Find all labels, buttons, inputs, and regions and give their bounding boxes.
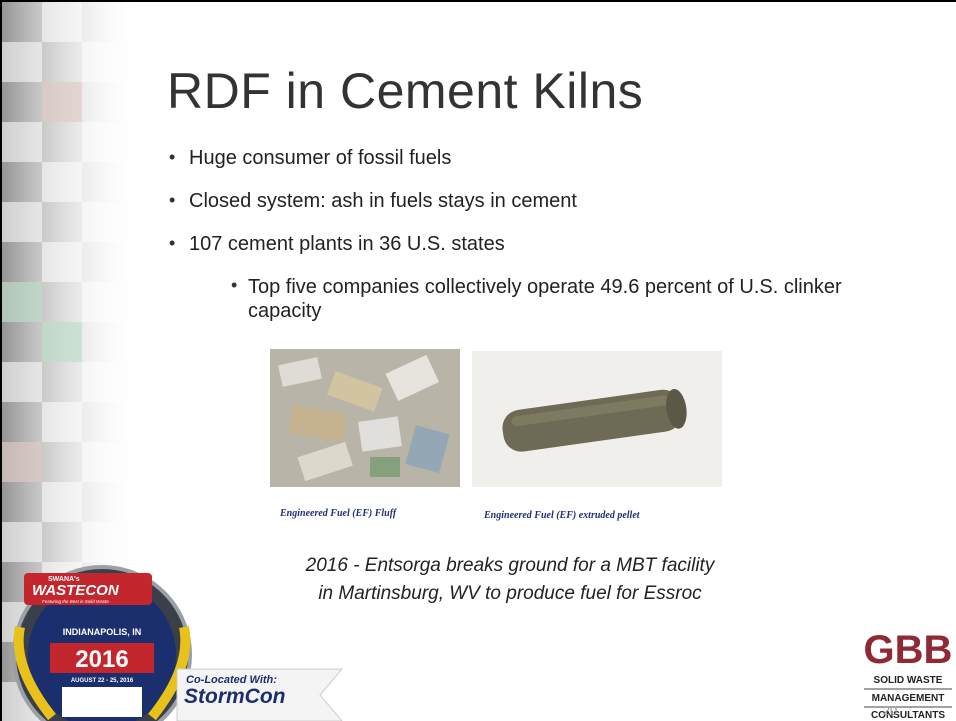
bullet-dot: • xyxy=(169,233,176,253)
wastecon-tagline: Featuring the Best in Solid Waste xyxy=(42,599,109,604)
image-caption: Engineered Fuel (EF) Fluff xyxy=(280,508,397,519)
bullet-dot: • xyxy=(169,147,176,167)
note-line: in Martinsburg, WV to produce fuel for E… xyxy=(318,583,702,604)
note-line: 2016 - Entsorga breaks ground for a MBT … xyxy=(305,555,715,576)
gbb-line: SOLID WASTE xyxy=(874,675,943,686)
colocated-label: Co-Located With: xyxy=(186,674,277,686)
fluff-image xyxy=(270,349,460,487)
bullet: 107 cement plants in 36 U.S. states xyxy=(189,233,505,255)
slide-title: RDF in Cement Kilns xyxy=(167,63,644,119)
wastecon-name: WASTECON xyxy=(32,582,120,599)
wastecon-year: 2016 xyxy=(75,646,128,673)
gbb-line: CONSULTANTS xyxy=(871,710,945,721)
gbb-line: MANAGEMENT xyxy=(872,693,945,704)
bullet-dot: • xyxy=(231,275,238,295)
bullet: Closed system: ash in fuels stays in cem… xyxy=(189,190,577,212)
image-caption: Engineered Fuel (EF) extruded pellet xyxy=(484,510,640,521)
colocated-name: StormCon xyxy=(184,685,286,708)
bullet-dot: • xyxy=(169,190,176,210)
pellet-image xyxy=(472,351,722,487)
sub-bullet: Top five companies collectively operate … xyxy=(248,276,842,322)
bullet: Huge consumer of fossil fuels xyxy=(189,147,452,169)
event-logos: SWANA's WASTECON Featuring the Best in S… xyxy=(12,565,344,721)
slide-number: 20 xyxy=(883,703,897,718)
wastecon-dates: AUGUST 22 - 25, 2016 xyxy=(71,678,134,684)
gbb-logo: GBB SOLID WASTE MANAGEMENT CONSULTANTS 2… xyxy=(864,628,953,721)
wastecon-org: SWANA's xyxy=(48,576,80,583)
wastecon-city: INDIANAPOLIS, IN xyxy=(63,627,142,637)
gbb-name: GBB xyxy=(864,628,953,672)
